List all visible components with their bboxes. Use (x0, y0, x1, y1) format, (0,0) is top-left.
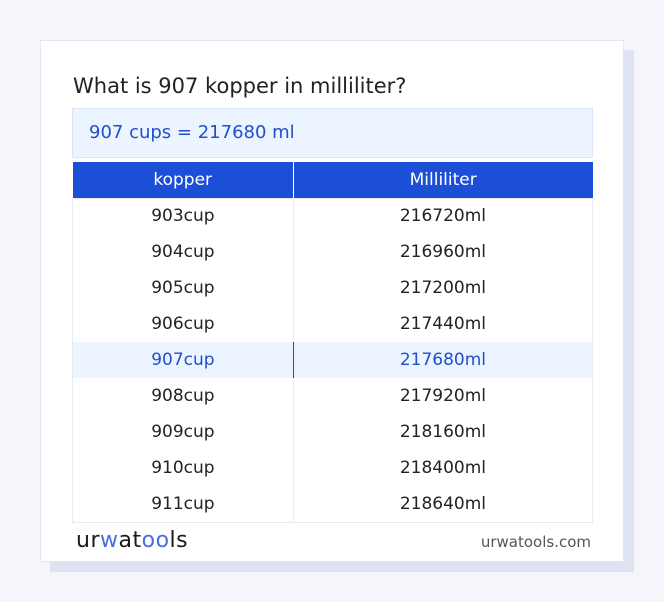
kopper-cell: 904cup (72, 234, 294, 270)
kopper-cell: 907cup (72, 342, 294, 378)
table-row: 907cup 217680ml (72, 342, 593, 378)
page-title: What is 907 kopper in milliliter? (73, 74, 407, 98)
milliliter-cell: 218640ml (399, 493, 487, 514)
kopper-cell: 906cup (72, 306, 294, 342)
table-row: 908cup 217920ml (72, 378, 593, 414)
milliliter-cell: 217200ml (399, 278, 487, 298)
kopper-cell: 903cup (72, 198, 294, 234)
milliliter-cell: 218160ml (399, 422, 487, 442)
table-row: 906cup 217440ml (72, 306, 593, 342)
table-row: 903cup 216720ml (72, 198, 593, 234)
urwatools-logo[interactable]: urwatools (76, 528, 189, 553)
site-link[interactable]: urwatools.com (480, 533, 591, 551)
milliliter-cell: 216720ml (399, 206, 487, 227)
milliliter-cell: 217920ml (399, 386, 487, 406)
conversion-table: kopper Milliliter 903cup 216720ml 904cup 21… (72, 162, 593, 523)
kopper-cell: 911cup (72, 486, 294, 522)
milliliter-cell: 217680ml (293, 342, 593, 378)
conversion-card: What is 907 kopper in milliliter? 907 cu… (40, 40, 624, 562)
milliliter-cell: 216960ml (399, 242, 487, 262)
kopper-cell: 905cup (72, 270, 294, 306)
kopper-cell: 908cup (72, 378, 294, 414)
table-row: 905cup 217200ml (72, 270, 593, 306)
header-milliliter: Milliliter (293, 162, 593, 198)
kopper-cell: 910cup (72, 450, 294, 486)
table-row: 910cup 218400ml (72, 450, 593, 486)
milliliter-cell: 217440ml (399, 314, 487, 334)
table-row: 904cup 216960ml (72, 234, 593, 270)
header-kopper: kopper (72, 162, 294, 198)
milliliter-cell: 218400ml (399, 458, 487, 478)
kopper-cell: 909cup (72, 414, 294, 450)
table-row: 911cup 218640ml (72, 486, 593, 522)
result-box: 907 cups = 217680 ml (72, 108, 593, 158)
table-row: 909cup 218160ml (72, 414, 593, 450)
